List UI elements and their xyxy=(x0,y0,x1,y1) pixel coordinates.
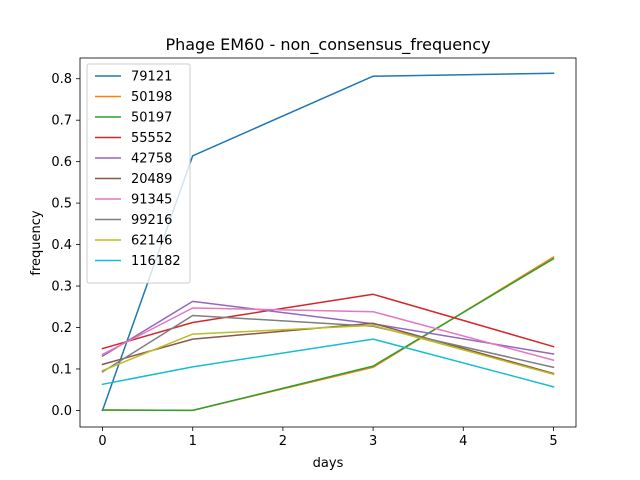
y-tick-label: 0.4 xyxy=(51,238,72,253)
legend-label-99216: 99216 xyxy=(131,213,172,228)
y-tick-label: 0.1 xyxy=(51,362,72,377)
x-tick-label: 1 xyxy=(189,434,197,449)
chart-title: Phage EM60 - non_consensus_frequency xyxy=(165,35,490,55)
legend-label-79121: 79121 xyxy=(131,70,172,85)
series-line-91345 xyxy=(101,307,555,362)
series-line-99216 xyxy=(101,314,555,373)
y-tick-label: 0.7 xyxy=(51,114,72,129)
y-tick-label: 0.2 xyxy=(51,321,72,336)
legend-label-116182: 116182 xyxy=(131,254,181,269)
series-line-50197 xyxy=(101,257,555,412)
legend-label-62146: 62146 xyxy=(131,234,172,249)
y-tick-label: 0.6 xyxy=(51,155,72,170)
x-tick-label: 3 xyxy=(369,434,377,449)
y-tick-label: 0.3 xyxy=(51,280,72,295)
x-axis-label: days xyxy=(313,456,344,471)
legend-box xyxy=(86,63,191,284)
axes-frame xyxy=(79,57,577,428)
y-tick-label: 0.5 xyxy=(51,197,72,212)
series-line-55552 xyxy=(101,293,555,350)
y-tick-label: 0.0 xyxy=(51,404,72,419)
x-tick-label: 0 xyxy=(98,434,106,449)
series-line-42758 xyxy=(101,300,555,358)
legend-label-91345: 91345 xyxy=(131,193,172,208)
x-tick-label: 5 xyxy=(549,434,557,449)
legend-label-50198: 50198 xyxy=(131,90,172,105)
legend-label-55552: 55552 xyxy=(131,131,172,146)
x-tick-label: 2 xyxy=(279,434,287,449)
legend-label-42758: 42758 xyxy=(131,152,172,167)
x-tick-label: 4 xyxy=(459,434,467,449)
legend-label-20489: 20489 xyxy=(131,172,172,187)
series-line-116182 xyxy=(101,338,555,388)
series-line-62146 xyxy=(101,324,555,376)
y-tick-label: 0.8 xyxy=(51,72,72,87)
legend-label-50197: 50197 xyxy=(131,111,172,126)
y-axis-label: frequency xyxy=(29,210,44,276)
legend: 79121 50198 50197 55552 42758 20489 91345 99216… xyxy=(86,63,191,284)
plot-area: 0 1 2 3 4 5 0.0 0.1 0.2 0.3 0.4 0.5 0.6 0.7 0.8 79121 50… xyxy=(51,57,577,449)
